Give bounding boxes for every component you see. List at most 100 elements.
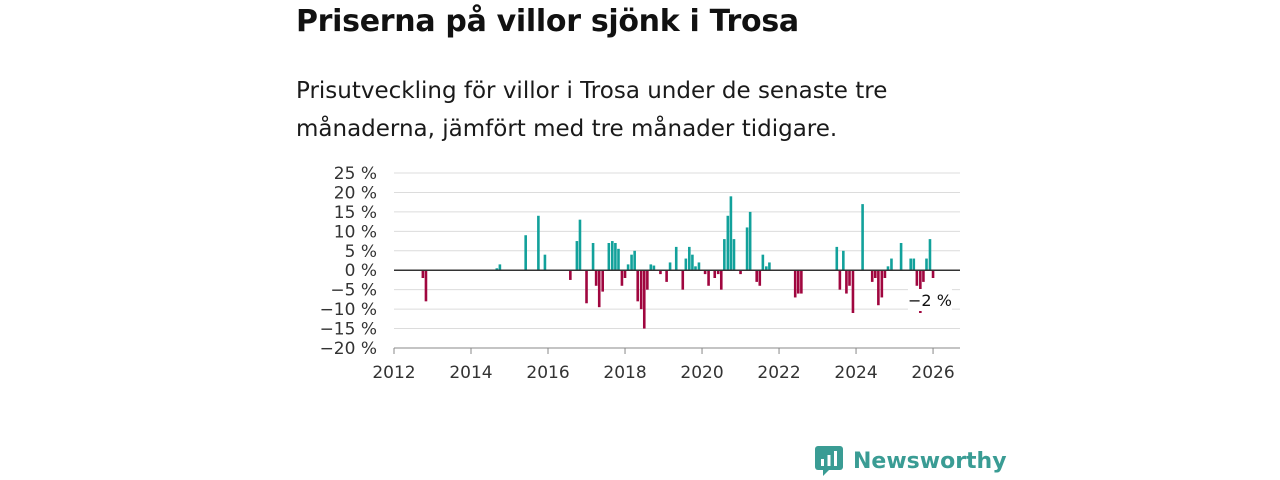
bar (845, 270, 848, 294)
bar (594, 270, 598, 286)
bar (851, 270, 855, 313)
bar (768, 262, 771, 271)
bar (652, 265, 656, 271)
bar (726, 215, 730, 271)
annotation-background (907, 289, 952, 311)
bar (748, 211, 752, 271)
bar (745, 227, 749, 271)
x-tick-label: 2026 (911, 363, 954, 383)
bar (848, 270, 851, 286)
bar (732, 239, 736, 271)
bar (636, 270, 640, 302)
bar (886, 266, 890, 271)
bar (524, 235, 527, 271)
bar (688, 246, 691, 271)
bar (569, 270, 572, 280)
bar (729, 196, 733, 271)
bar (659, 270, 662, 275)
bar (633, 250, 636, 271)
bar (870, 270, 874, 282)
bar (617, 248, 620, 271)
bar (578, 219, 582, 271)
bar (899, 243, 903, 271)
x-tick-label: 2016 (526, 363, 569, 383)
bar (925, 258, 928, 271)
bar (719, 270, 723, 290)
x-tick-label: 2022 (757, 363, 800, 383)
chart-title: Priserna på villor sjönk i Trosa (296, 4, 799, 39)
bar (877, 270, 880, 306)
bar (575, 241, 579, 271)
bar (880, 270, 884, 298)
y-tick-label: −15 % (320, 320, 377, 340)
bar (842, 250, 845, 271)
bar (668, 262, 672, 271)
bar (543, 254, 547, 271)
bar (861, 204, 864, 271)
bar (922, 270, 925, 282)
bar (623, 270, 627, 278)
bar (765, 266, 768, 271)
bar (835, 246, 839, 271)
bar (601, 270, 604, 292)
bar (928, 239, 932, 271)
bar (723, 239, 726, 271)
bar (691, 254, 694, 271)
bar (684, 258, 688, 271)
bar (585, 270, 588, 304)
bar (838, 270, 842, 290)
newsworthy-logo-icon (815, 446, 843, 476)
bar (620, 270, 624, 286)
bar (883, 270, 887, 278)
bar (626, 264, 630, 271)
bar (649, 264, 653, 271)
bar (758, 270, 762, 286)
bar (716, 270, 720, 275)
x-tick-label: 2018 (603, 363, 646, 383)
bar (697, 262, 701, 271)
bar (761, 254, 765, 271)
y-tick-label: −20 % (320, 339, 377, 359)
bar (915, 270, 919, 286)
y-tick-label: 0 % (345, 261, 377, 281)
bar (912, 258, 916, 271)
bar (642, 270, 646, 329)
bar (681, 270, 685, 290)
x-tick-label: 2024 (834, 363, 877, 383)
annotation-label: −2 % (908, 291, 952, 310)
bar (674, 246, 678, 271)
bar (931, 270, 935, 278)
y-tick-label: 10 % (334, 222, 377, 242)
bar (703, 270, 707, 275)
bar (498, 264, 502, 271)
bar (597, 270, 601, 308)
chart-subtitle: Prisutveckling för villor i Trosa under … (296, 78, 888, 142)
y-tick-label: 25 % (334, 164, 377, 184)
x-tick-label: 2020 (680, 363, 723, 383)
bar (739, 270, 742, 275)
bar (755, 270, 759, 282)
bar (421, 270, 425, 278)
bar (607, 243, 611, 271)
bar (630, 254, 633, 271)
bar (800, 270, 803, 294)
bar (646, 270, 649, 290)
y-tick-label: 5 % (345, 242, 377, 262)
bar (707, 270, 710, 286)
bar (611, 241, 614, 271)
y-tick-label: 15 % (334, 203, 377, 223)
bar (796, 270, 800, 294)
y-tick-label: −10 % (320, 300, 377, 320)
x-tick-label: 2014 (449, 363, 492, 383)
brand-logo: Newsworthy (815, 446, 1007, 476)
bar (424, 270, 428, 302)
y-tick-label: 20 % (334, 183, 377, 203)
bar (665, 270, 668, 282)
bar (537, 215, 540, 271)
bar (909, 258, 913, 271)
bar (639, 270, 643, 310)
bar (873, 270, 877, 278)
bar (591, 243, 595, 271)
bar (713, 270, 717, 278)
